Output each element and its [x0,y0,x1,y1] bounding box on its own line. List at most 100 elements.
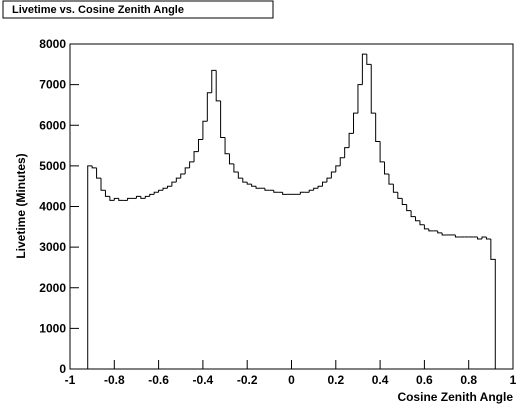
histogram-bin [322,181,327,187]
histogram-bin [370,64,376,114]
histogram-bin [282,192,288,195]
histogram-bin [428,228,434,232]
x-tick-label: 1 [510,373,517,387]
histogram-bin [392,184,398,193]
histogram-bin [127,197,133,201]
histogram-bin [273,190,279,193]
histogram-bin [344,147,350,158]
histogram-bin [228,153,234,165]
histogram-bin [113,197,119,201]
histogram-bin [335,165,341,172]
histogram-bin [454,234,460,238]
histogram-bin [193,151,199,162]
histogram-bin [485,236,491,240]
histogram-bin [202,120,208,140]
histogram-bin [317,185,323,189]
x-tick-label: 0.4 [372,373,389,387]
histogram-bin [149,193,155,197]
y-tick-label: 4000 [39,200,66,214]
histogram-bin [171,181,177,187]
histogram-bin [308,189,314,193]
y-tick-label: 5000 [39,159,66,173]
x-tick-label: -1 [65,373,76,387]
x-tick-label: 0 [288,373,295,387]
y-tick-label: 6000 [39,118,66,132]
histogram-bin [410,210,416,218]
histogram-bin [153,191,159,195]
histogram-bin [357,84,363,114]
histogram-bin [87,165,93,369]
x-axis-label: Cosine Zenith Angle [397,390,513,404]
histogram-bin [255,186,261,189]
title-box [2,0,274,19]
plot-frame [69,43,514,370]
y-tick-label: 7000 [39,78,66,92]
histogram-bin [166,185,172,189]
histogram-bin [375,113,381,142]
histogram-bin [91,165,97,169]
histogram-bin [118,198,124,201]
y-tick-label: 8000 [39,37,66,51]
histogram-bin [251,184,257,187]
histogram-bin [233,163,239,173]
histogram-bin [144,195,150,199]
y-tick-label: 3000 [39,240,66,254]
histogram-bin [330,171,336,179]
histogram-bin [423,224,429,230]
x-tick-label: 0.8 [460,373,477,387]
histogram-bin [215,70,221,102]
histogram-bin [264,188,270,191]
histogram-bin [175,177,181,183]
histogram-bin [206,92,212,122]
histogram-bin [162,187,168,191]
histogram-bin [96,167,102,179]
x-tick-label: 0.6 [416,373,433,387]
histogram-bin [100,178,106,191]
x-tick-label: -0.4 [193,373,214,387]
histogram-bin [135,195,141,199]
histogram-bin [211,69,217,93]
x-tick-label: 0.2 [327,373,344,387]
histogram-bin [339,157,345,166]
histogram-bin [109,196,115,201]
histogram-bin [477,236,482,240]
y-tick-label: 2000 [39,281,66,295]
histogram-bin [313,187,319,191]
histogram-bin [220,100,226,138]
histogram-bin [180,173,186,179]
histogram-bin [401,198,407,205]
histogram-bin [158,189,164,193]
histogram-bin [246,182,252,185]
histogram-bin [189,161,195,168]
x-tick-label: -0.8 [104,373,125,387]
histogram-bin [481,236,487,239]
y-axis-label: Livetime (Minutes) [14,153,28,258]
histogram-bin [184,167,190,174]
histogram-bin [361,53,367,85]
y-tick-label: 0 [59,362,66,376]
histogram-bin [419,220,425,226]
histogram-bin [326,177,332,183]
histogram-bin [406,204,412,212]
histogram-bin [242,178,248,183]
histogram-bin [384,161,389,175]
y-tick-label: 1000 [39,321,66,335]
histogram-bin [104,190,110,197]
histogram-bin [353,112,358,134]
histogram-bin [415,216,420,222]
histogram-bin [388,174,394,185]
histogram-bin [140,196,146,199]
histogram-bin [437,230,443,234]
histogram-bin [237,171,243,179]
x-tick-label: -0.6 [148,373,169,387]
histogram-bin [224,137,230,155]
chart-title: Livetime vs. Cosine Zenith Angle [12,4,184,16]
histogram-bin [197,138,203,152]
histogram-bin [348,132,354,148]
histogram-bin [379,141,385,163]
histogram-bin [366,54,372,65]
histogram-bin [299,191,305,195]
histogram-bin [441,232,447,236]
histogram-bin [397,192,403,199]
